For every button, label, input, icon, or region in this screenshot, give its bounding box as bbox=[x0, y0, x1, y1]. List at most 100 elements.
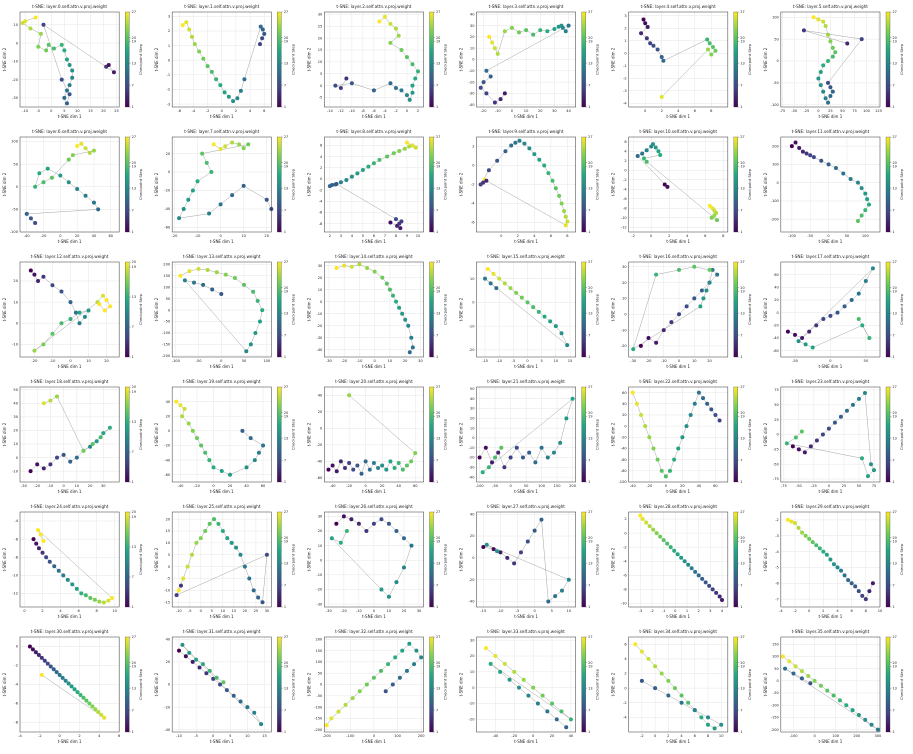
data-point bbox=[83, 146, 88, 151]
data-point bbox=[707, 583, 712, 588]
data-point bbox=[413, 451, 418, 456]
data-point bbox=[83, 193, 88, 198]
data-point bbox=[190, 659, 195, 664]
data-point bbox=[796, 525, 801, 530]
x-tick-label: 150 bbox=[554, 484, 562, 488]
x-tick-label: 4 bbox=[98, 734, 101, 738]
x-tick-label: 0 bbox=[373, 734, 376, 738]
y-tick-label: -50 bbox=[773, 691, 780, 695]
y-axis-label: t-SNE dim 2 bbox=[611, 422, 616, 446]
data-point bbox=[68, 300, 73, 305]
data-point bbox=[404, 140, 409, 145]
data-point bbox=[64, 57, 69, 62]
y-tick-label: 10 bbox=[622, 297, 627, 301]
subplot-title: t-SNE: layer.29.self.attn.v.proj.weight bbox=[792, 504, 870, 509]
data-point bbox=[197, 49, 202, 54]
colorbar-tick-label: 7 bbox=[740, 458, 742, 462]
y-tick-label: 15 bbox=[166, 529, 171, 533]
colorbar-tick-label: 19 bbox=[284, 539, 288, 543]
y-tick-label: -6 bbox=[14, 702, 18, 706]
y-tick-label: -7 bbox=[775, 597, 779, 601]
colorbar-tick-label: 13 bbox=[284, 686, 288, 690]
x-tick-label: 2 bbox=[235, 109, 237, 113]
data-point bbox=[41, 342, 46, 347]
data-point bbox=[565, 343, 570, 348]
x-tick-label: 50 bbox=[242, 359, 247, 363]
data-point bbox=[545, 29, 550, 34]
data-point bbox=[36, 546, 41, 551]
data-point bbox=[704, 288, 709, 293]
data-point bbox=[717, 418, 722, 423]
y-tick-label: 50 bbox=[13, 388, 18, 392]
colorbar-tick-label: 20 bbox=[284, 661, 288, 665]
data-point bbox=[230, 193, 235, 198]
data-point bbox=[535, 701, 540, 706]
data-point bbox=[644, 36, 649, 41]
data-point bbox=[631, 347, 636, 352]
data-point bbox=[46, 42, 51, 47]
data-point bbox=[498, 550, 503, 555]
colorbar-tick-label: 27 bbox=[436, 135, 440, 139]
x-tick-label: 30 bbox=[265, 609, 270, 613]
data-point bbox=[633, 642, 638, 647]
data-point bbox=[401, 565, 406, 570]
data-point bbox=[563, 29, 568, 34]
colorbar-tick-label: 7 bbox=[740, 333, 742, 337]
colorbar-tick-label: 19 bbox=[588, 414, 592, 418]
data-point bbox=[566, 23, 571, 28]
y-tick-label: 3 bbox=[624, 14, 626, 18]
data-point bbox=[651, 527, 656, 532]
y-axis-label: t-SNE dim 2 bbox=[154, 172, 159, 196]
y-tick-label: -100 bbox=[10, 230, 19, 234]
data-point bbox=[111, 70, 116, 75]
x-tick-label: 4 bbox=[351, 234, 354, 238]
data-point bbox=[260, 600, 265, 605]
data-point bbox=[785, 517, 790, 522]
x-axis-label: t-SNE dim 1 bbox=[58, 364, 82, 369]
data-point bbox=[33, 650, 38, 655]
x-tick-label: 75 bbox=[872, 484, 877, 488]
x-axis-label: t-SNE dim 1 bbox=[514, 239, 538, 244]
data-point bbox=[672, 457, 677, 462]
data-point bbox=[91, 148, 96, 153]
plot-frame bbox=[780, 636, 881, 733]
y-tick-label: 200 bbox=[315, 637, 323, 641]
data-point bbox=[32, 272, 37, 277]
y-tick-label: -20 bbox=[316, 588, 323, 592]
data-point bbox=[540, 693, 545, 698]
data-point bbox=[87, 150, 92, 155]
data-point bbox=[532, 152, 537, 157]
y-tick-label: -30 bbox=[12, 96, 19, 100]
x-tick-label: 2 bbox=[517, 234, 519, 238]
data-point bbox=[863, 191, 868, 196]
data-point bbox=[869, 722, 874, 727]
data-point bbox=[194, 657, 199, 662]
data-point bbox=[178, 403, 183, 408]
data-point bbox=[228, 472, 233, 477]
data-point bbox=[402, 146, 407, 151]
x-tick-label: 2 bbox=[661, 109, 663, 113]
colorbar-label: Checkpoint Step bbox=[747, 418, 752, 450]
y-tick-label: -10 bbox=[316, 312, 323, 316]
colorbar-tick-label: 19 bbox=[132, 39, 136, 43]
data-point bbox=[187, 269, 192, 274]
y-tick-label: 4 bbox=[624, 149, 627, 153]
x-tick-label: 20 bbox=[550, 734, 555, 738]
x-axis-label: t-SNE dim 1 bbox=[819, 489, 843, 494]
y-tick-label: -100 bbox=[619, 480, 628, 484]
data-point bbox=[826, 32, 831, 37]
data-point bbox=[532, 528, 537, 533]
colorbar-tick-label: 27 bbox=[588, 135, 592, 139]
data-point bbox=[218, 202, 223, 207]
subplot-title: t-SNE: layer.7.self.attn.v.proj.weight bbox=[184, 129, 259, 134]
data-point bbox=[33, 220, 38, 225]
x-tick-label: 4 bbox=[680, 734, 683, 738]
subplot-title: t-SNE: layer.0.self.attn.v.proj.weight bbox=[32, 4, 107, 9]
y-tick-label: -10 bbox=[621, 328, 628, 332]
data-point bbox=[182, 406, 187, 411]
data-point bbox=[855, 219, 860, 224]
y-tick-label: 75 bbox=[774, 388, 779, 392]
y-tick-label: -15 bbox=[164, 600, 170, 604]
x-tick-label: 0 bbox=[221, 109, 224, 113]
